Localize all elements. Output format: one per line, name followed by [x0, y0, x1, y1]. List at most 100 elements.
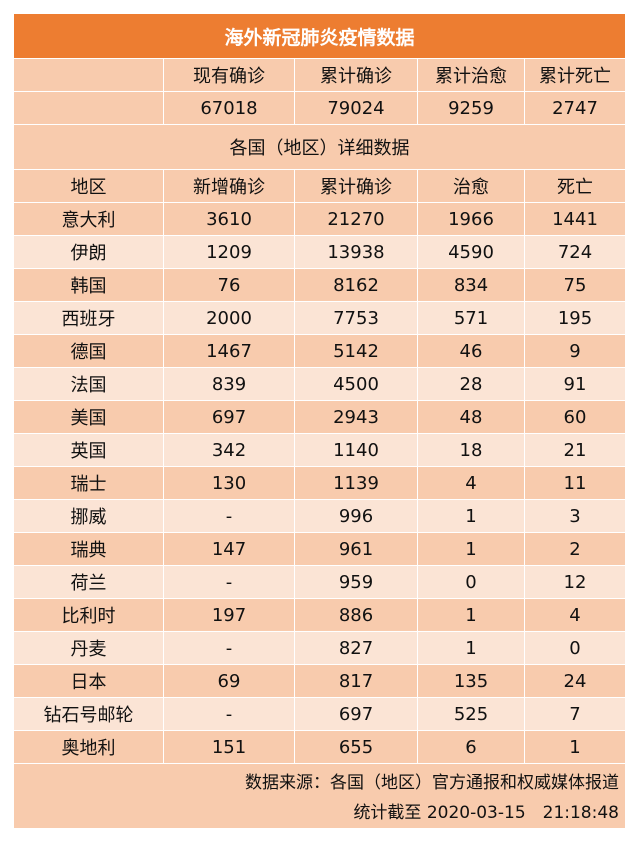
region-cell: 瑞典 — [14, 533, 164, 565]
summary-value-cell: 67018 — [164, 92, 295, 124]
region-cell: 比利时 — [14, 599, 164, 631]
value-cell: 886 — [295, 599, 418, 631]
table-body: 意大利 3610 21270 1966 1441 伊朗 1209 13938 4590 724 韩国… — [14, 203, 625, 764]
value-cell: 4 — [569, 604, 581, 626]
value-cell: 12 — [563, 571, 587, 593]
value-cell: 839 — [164, 368, 295, 400]
table-title: 海外新冠肺炎疫情数据 — [14, 14, 625, 59]
value-cell: 2000 — [164, 302, 295, 334]
value-cell: - — [164, 566, 295, 598]
table-row: 挪威 -996 1 3 — [14, 500, 625, 533]
region-cell: 德国 — [14, 335, 164, 367]
summary-value-cell: 79024 — [295, 92, 418, 124]
table-footer: 数据来源：各国（地区）官方通报和权威媒体报道 统计截至 2020-03-15 2… — [14, 764, 625, 828]
value-cell: 959 — [295, 566, 418, 598]
value-cell: 6 — [418, 731, 525, 763]
column-header-row: 地区 新增确诊 累计确诊 治愈 死亡 — [14, 170, 625, 203]
region-cell: 意大利 — [14, 203, 164, 235]
value-cell: 827 — [295, 632, 418, 664]
value-cell: 1139 — [295, 467, 418, 499]
summary-header-row: 现有确诊 累计确诊 累计治愈 累计死亡 — [14, 59, 625, 92]
table-row: 英国 342 1140 18 21 — [14, 434, 625, 467]
value-cell: 147 — [164, 533, 295, 565]
value-cell: 11 — [563, 472, 587, 494]
value-cell: 1 — [418, 632, 525, 664]
summary-header-cell: 现有确诊 — [164, 59, 295, 91]
value-cell: 1467 — [164, 335, 295, 367]
value-cell: 9 — [569, 340, 581, 362]
table-row: 德国 1467 5142 46 9 — [14, 335, 625, 368]
value-cell: 8162 — [295, 269, 418, 301]
value-cell: 130 — [164, 467, 295, 499]
summary-value-cell: 2747 — [552, 97, 598, 119]
value-cell: 571 — [418, 302, 525, 334]
table-row: 奥地利 151 655 6 1 — [14, 731, 625, 764]
value-cell: 46 — [418, 335, 525, 367]
value-cell: - — [164, 698, 295, 730]
value-cell: 1209 — [164, 236, 295, 268]
value-cell: 197 — [164, 599, 295, 631]
value-cell: 75 — [563, 274, 587, 296]
table-row: 伊朗 1209 13938 4590 724 — [14, 236, 625, 269]
value-cell: 28 — [418, 368, 525, 400]
value-cell: 7 — [569, 703, 581, 725]
value-cell: 69 — [164, 665, 295, 697]
table-row: 瑞士 130 1139 4 11 — [14, 467, 625, 500]
table-row: 西班牙 2000 7753 571 195 — [14, 302, 625, 335]
column-header: 治愈 — [418, 170, 525, 202]
value-cell: 21 — [563, 439, 587, 461]
value-cell: 3 — [569, 505, 581, 527]
region-cell: 挪威 — [14, 500, 164, 532]
region-cell: 韩国 — [14, 269, 164, 301]
value-cell: 817 — [295, 665, 418, 697]
table-row: 钻石号邮轮 -697 525 7 — [14, 698, 625, 731]
covid-data-table: 海外新冠肺炎疫情数据 现有确诊 累计确诊 累计治愈 累计死亡 67018 790… — [14, 14, 625, 828]
value-cell: 655 — [295, 731, 418, 763]
value-cell: 525 — [418, 698, 525, 730]
value-cell: 0 — [418, 566, 525, 598]
region-cell: 日本 — [14, 665, 164, 697]
region-cell: 瑞士 — [14, 467, 164, 499]
region-cell: 法国 — [14, 368, 164, 400]
table-row: 荷兰 -959 0 12 — [14, 566, 625, 599]
value-cell: 697 — [295, 698, 418, 730]
table-row: 美国 697 2943 48 60 — [14, 401, 625, 434]
value-cell: 91 — [563, 373, 587, 395]
summary-header-cell: 累计治愈 — [418, 59, 525, 91]
value-cell: 76 — [164, 269, 295, 301]
value-cell: 724 — [557, 241, 593, 263]
value-cell: 834 — [418, 269, 525, 301]
value-cell: 1140 — [295, 434, 418, 466]
summary-value-cell: 9259 — [418, 92, 525, 124]
data-source-note: 数据来源：各国（地区）官方通报和权威媒体报道 — [245, 773, 619, 793]
value-cell: 342 — [164, 434, 295, 466]
value-cell: 3610 — [164, 203, 295, 235]
value-cell: 1 — [418, 599, 525, 631]
table-row: 比利时 197 886 1 4 — [14, 599, 625, 632]
value-cell: 7753 — [295, 302, 418, 334]
table-row: 日本 69 817 135 24 — [14, 665, 625, 698]
value-cell: 13938 — [295, 236, 418, 268]
value-cell: 18 — [418, 434, 525, 466]
value-cell: 1 — [569, 736, 581, 758]
value-cell: 1 — [418, 500, 525, 532]
table-row: 意大利 3610 21270 1966 1441 — [14, 203, 625, 236]
value-cell: 135 — [418, 665, 525, 697]
value-cell: 4 — [418, 467, 525, 499]
value-cell: 697 — [164, 401, 295, 433]
table-row: 瑞典 147 961 1 2 — [14, 533, 625, 566]
value-cell: 60 — [563, 406, 587, 428]
column-header: 死亡 — [557, 177, 593, 198]
value-cell: 151 — [164, 731, 295, 763]
timestamp: 统计截至 2020-03-15 21:18:48 — [353, 803, 619, 823]
value-cell: 48 — [418, 401, 525, 433]
value-cell: 2 — [569, 538, 581, 560]
value-cell: 24 — [563, 670, 587, 692]
value-cell: 1966 — [418, 203, 525, 235]
section-title: 各国（地区）详细数据 — [14, 125, 625, 170]
value-cell: 2943 — [295, 401, 418, 433]
region-cell: 美国 — [14, 401, 164, 433]
region-cell: 丹麦 — [14, 632, 164, 664]
value-cell: - — [164, 632, 295, 664]
summary-header-cell — [14, 59, 164, 91]
